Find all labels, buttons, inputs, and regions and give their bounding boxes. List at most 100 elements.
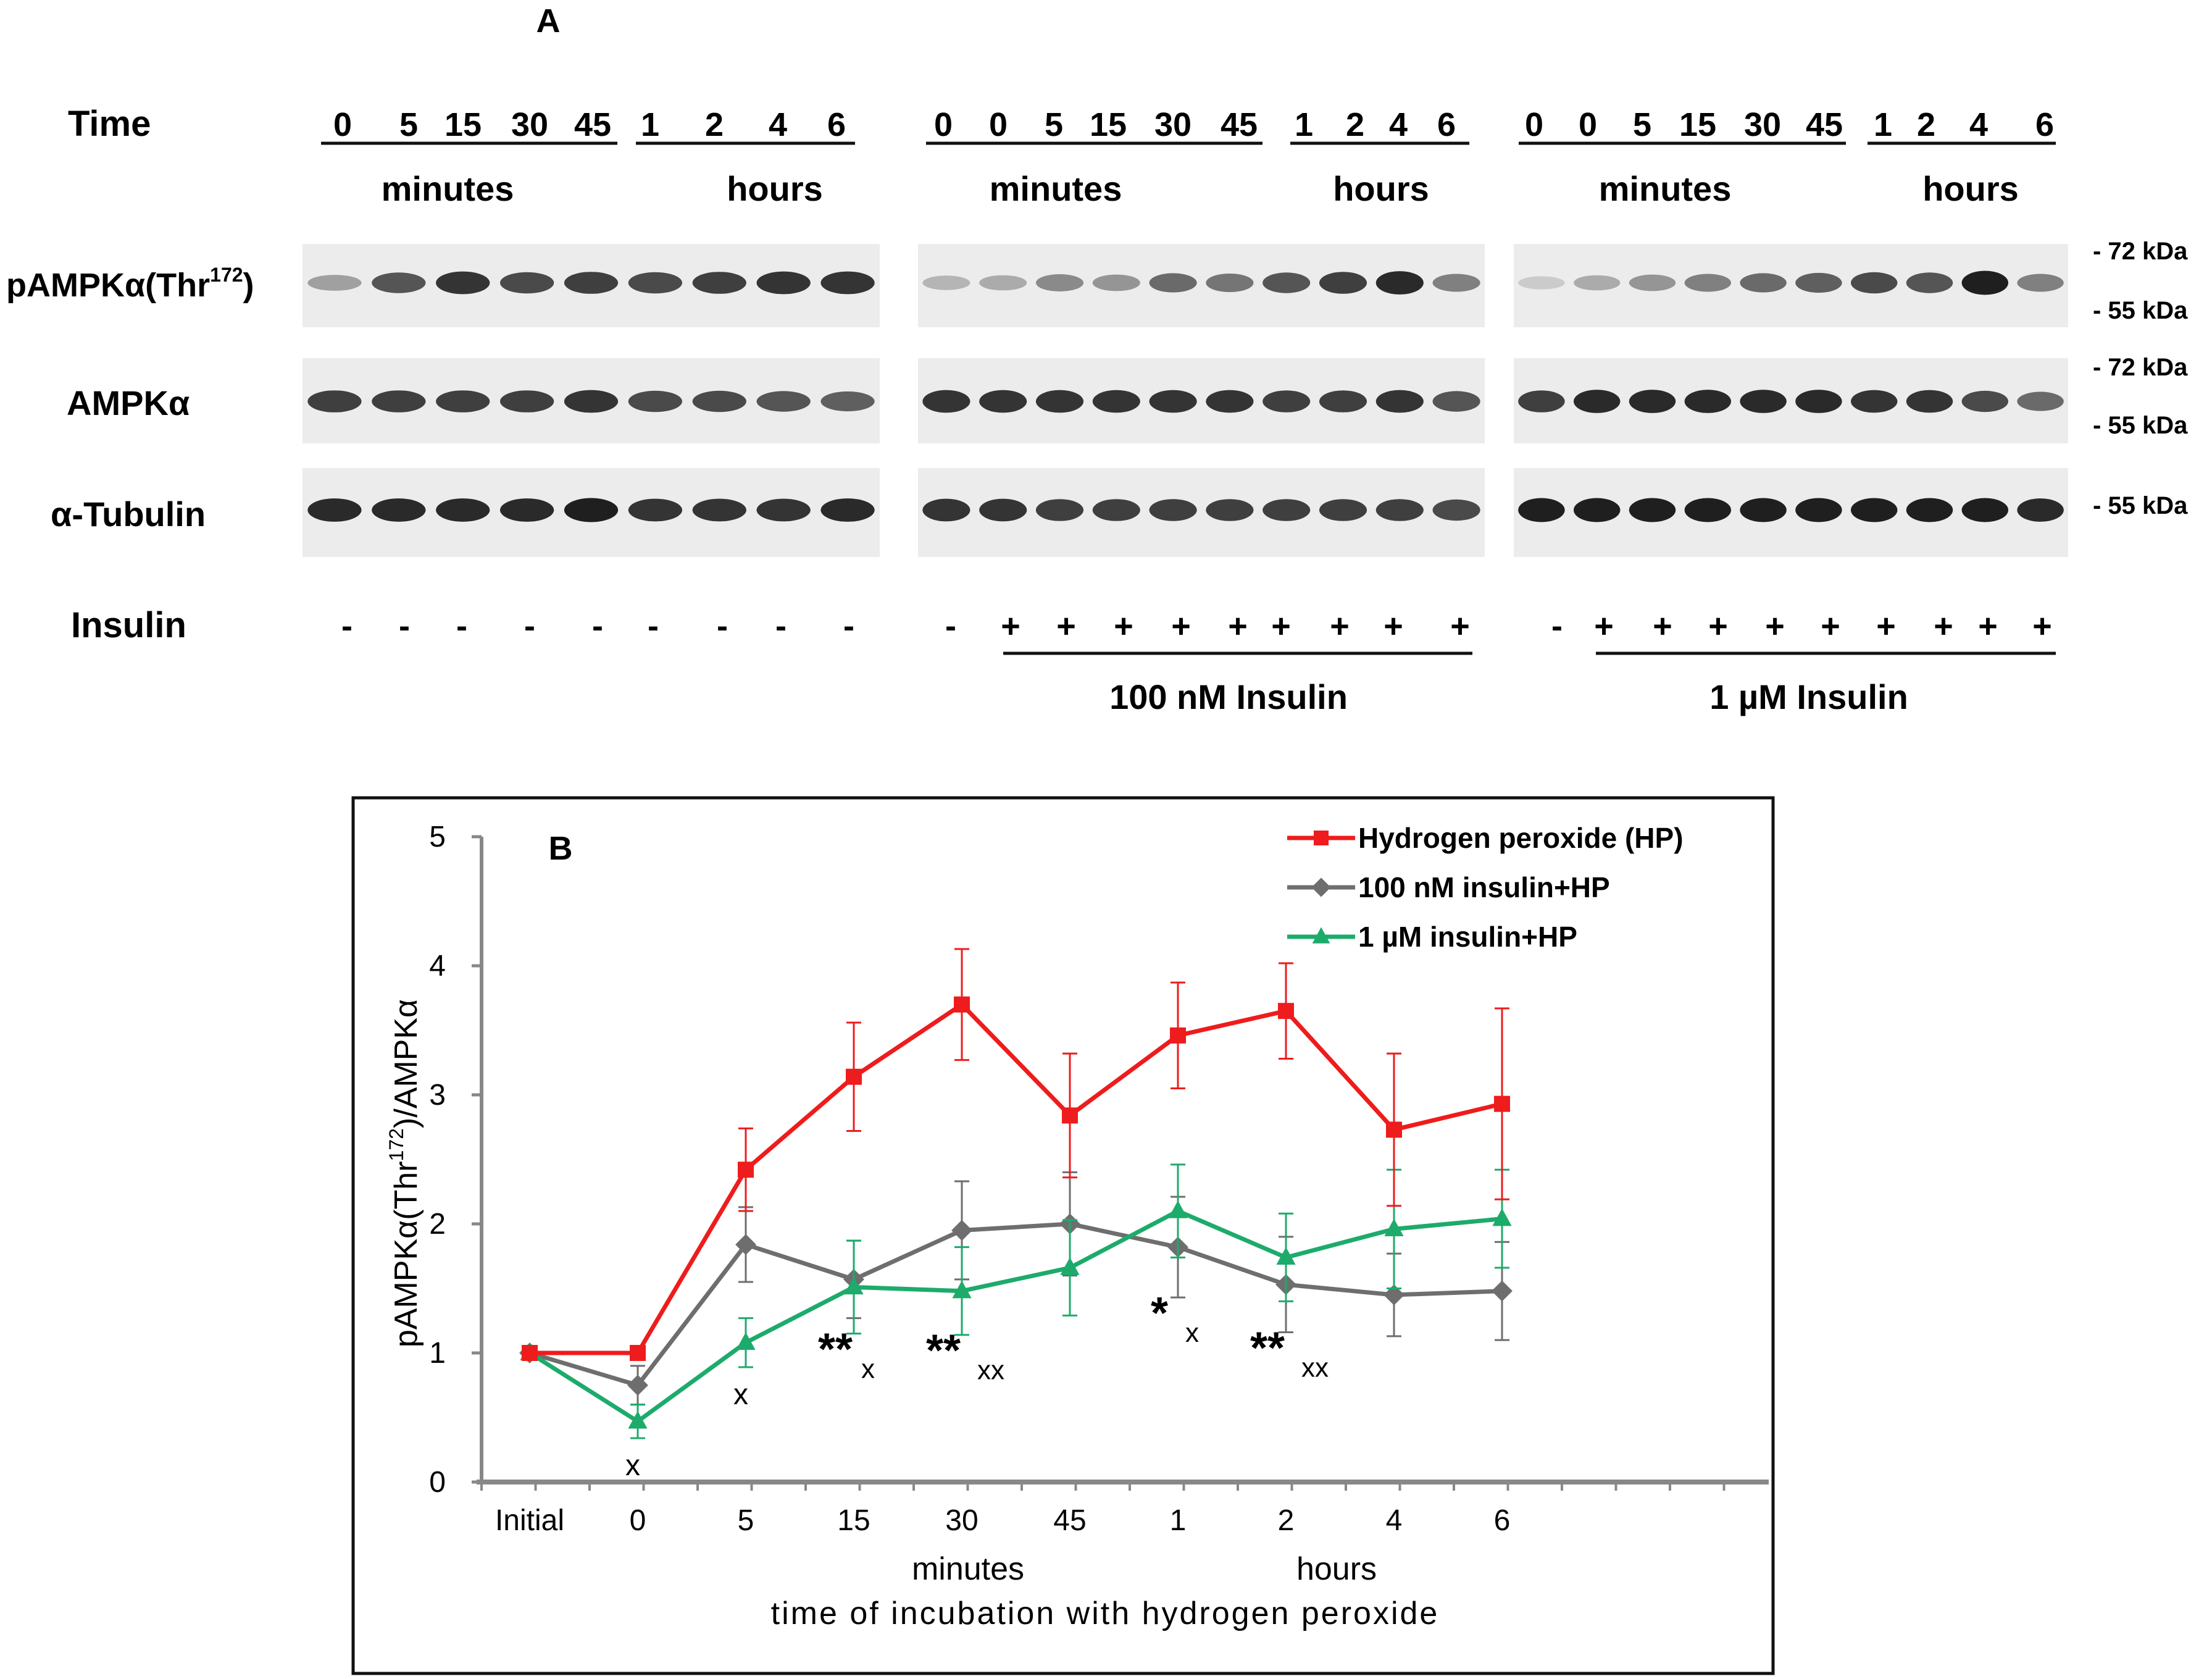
row-label-pampk: pAMPKα(Thr172)	[6, 264, 254, 304]
band-tubulin	[564, 498, 619, 522]
band-ampk	[1092, 390, 1140, 413]
significance-stars: **	[1250, 1324, 1285, 1373]
time-15: 15	[444, 106, 482, 143]
band-pampk	[1518, 276, 1565, 290]
band-pampk	[820, 271, 875, 295]
insulin-sign: +	[1114, 608, 1133, 645]
data-point	[846, 1068, 862, 1085]
significance-x: x	[625, 1449, 640, 1482]
hours-label: hours	[727, 169, 823, 208]
band-ampk	[307, 390, 362, 412]
band-tubulin	[1629, 498, 1676, 522]
band-pampk	[372, 272, 426, 293]
insulin-sign: +	[1171, 608, 1191, 645]
band-tubulin	[499, 498, 554, 522]
insulin-sign: +	[1653, 608, 1672, 645]
significance-x: x	[1185, 1318, 1199, 1348]
minutes-label: minutes	[1599, 169, 1732, 208]
insulin-sign: -	[648, 608, 659, 645]
data-point	[1384, 1284, 1404, 1305]
band-pampk	[1035, 274, 1084, 291]
insulin-sign: +	[1056, 608, 1076, 645]
blot-membranes	[303, 244, 2068, 557]
time-0: 0	[934, 106, 953, 143]
band-pampk	[1092, 274, 1140, 291]
time-6h: 6	[2035, 106, 2054, 143]
x-tick-label: 2	[1278, 1504, 1295, 1537]
band-tubulin	[692, 498, 746, 522]
data-point	[522, 1345, 538, 1361]
band-tubulin	[307, 498, 362, 522]
band-ampk	[922, 390, 970, 413]
band-ampk	[436, 390, 490, 412]
significance-x: xx	[1301, 1353, 1329, 1383]
x-tick-label: 4	[1386, 1504, 1403, 1537]
band-ampk	[1906, 390, 1953, 413]
band-pampk	[1684, 274, 1732, 292]
y-axis-title: pAMPKα(Thr172)/AMPKα	[385, 999, 424, 1347]
hours-label: hours	[1333, 169, 1429, 208]
significance-stars: **	[926, 1326, 961, 1376]
band-pampk	[1961, 270, 2009, 295]
band-tubulin	[1263, 499, 1311, 521]
panel-a-western-blot: A Time Insulin pAMPKα(Thr172) AMPKα α-Tu…	[6, 2, 2188, 716]
band-pampk	[628, 272, 683, 294]
time-6h: 6	[827, 106, 846, 143]
data-point	[1492, 1280, 1513, 1302]
band-ampk	[1629, 390, 1676, 413]
band-pampk	[1629, 274, 1676, 291]
band-pampk	[692, 272, 746, 294]
band-ampk	[1432, 391, 1480, 412]
data-point	[1170, 1027, 1186, 1044]
band-ampk	[756, 391, 811, 412]
marker-55-row1: - 55 kDa	[2093, 297, 2188, 324]
series-line	[528, 1208, 1503, 1424]
band-tubulin	[1319, 499, 1367, 521]
band-ampk	[1850, 390, 1898, 413]
y-tick-label: 4	[429, 950, 446, 982]
band-tubulin	[756, 498, 811, 522]
data-point	[1060, 1257, 1080, 1275]
time-30: 30	[511, 106, 548, 143]
band-pampk	[1319, 272, 1367, 294]
insulin-sign: +	[1384, 608, 1403, 645]
hours-label: hours	[1922, 169, 2019, 208]
band-ampk	[820, 391, 875, 412]
time-1h: 1	[641, 106, 659, 143]
marker-72-row1: - 72 kDa	[2093, 238, 2188, 265]
data-point	[628, 1410, 648, 1429]
legend-label: Hydrogen peroxide (HP)	[1358, 822, 1684, 854]
band-tubulin	[820, 498, 875, 522]
data-point	[1312, 927, 1330, 944]
panel-a-label: A	[536, 2, 561, 40]
time-2h: 2	[705, 106, 724, 143]
band-ampk	[2017, 391, 2064, 411]
significance-x: x	[733, 1378, 748, 1411]
time-4h: 4	[1969, 106, 1988, 143]
insulin-sign: +	[2032, 608, 2052, 645]
x-tick-label: 6	[1494, 1504, 1511, 1537]
series-line	[528, 1221, 1503, 1388]
time-30: 30	[1744, 106, 1781, 143]
chart-frame	[351, 796, 1775, 1675]
x-tick-label: 5	[738, 1504, 754, 1537]
time-1h: 1	[1295, 106, 1313, 143]
chart-legend: Hydrogen peroxide (HP) 100 nM insulin+HP 1…	[1287, 822, 1684, 953]
data-point	[735, 1234, 756, 1255]
insulin-sign: +	[1228, 608, 1248, 645]
band-tubulin	[436, 498, 490, 522]
legend-item: 1 µM insulin+HP	[1287, 921, 1577, 953]
data-point	[954, 996, 970, 1013]
x-tick-label: 45	[1053, 1504, 1086, 1537]
time-5: 5	[1045, 106, 1063, 143]
band-tubulin	[1684, 498, 1732, 522]
time-0: 0	[989, 106, 1008, 143]
band-ampk	[1263, 390, 1311, 412]
time-4h: 4	[769, 106, 787, 143]
x-tick-label: 1	[1170, 1504, 1187, 1537]
minutes-label: minutes	[382, 169, 514, 208]
insulin-sign: +	[1708, 608, 1728, 645]
data-point	[952, 1280, 972, 1299]
marker-55-row2: - 55 kDa	[2093, 412, 2188, 439]
